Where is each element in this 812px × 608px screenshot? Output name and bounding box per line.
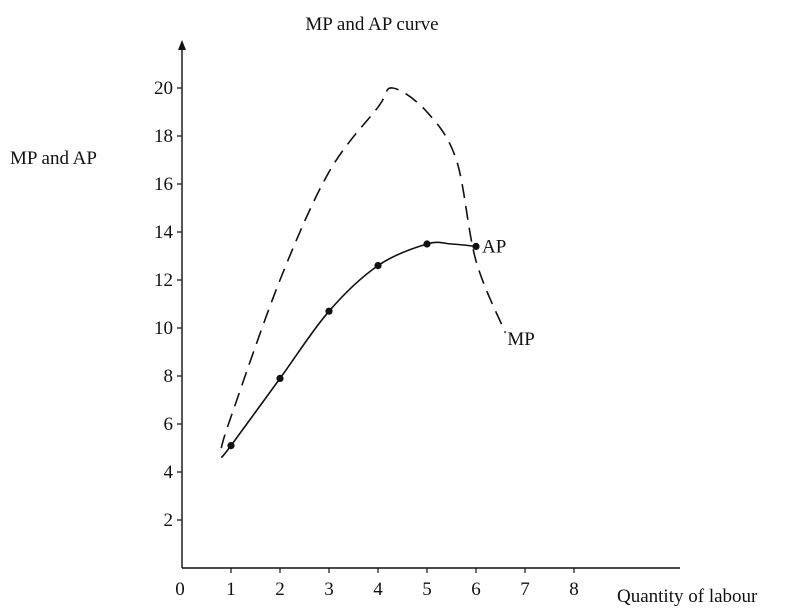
y-tick-label: 2: [164, 510, 174, 531]
x-axis-label: Quantity of labour: [617, 586, 758, 607]
chart-axes: [178, 40, 680, 569]
y-tick-label: 10: [154, 318, 173, 339]
y-axis-arrow: [178, 40, 186, 50]
mp-curve: [220, 87, 507, 449]
y-tick-label: 18: [154, 126, 173, 147]
ap-series-label: AP: [482, 236, 506, 257]
x-tick-label: 8: [569, 579, 579, 600]
x-tick-label: 4: [373, 579, 383, 600]
y-tick-label: 6: [164, 414, 174, 435]
ap-point: [423, 240, 431, 248]
x-tick-label: 0: [175, 579, 185, 600]
y-tick-label: 20: [154, 78, 173, 99]
x-tick-label: 2: [275, 579, 285, 600]
y-axis-label: MP and AP: [10, 148, 97, 169]
chart-title: MP and AP curve: [305, 14, 438, 35]
x-tick-label: 1: [226, 579, 236, 600]
x-tick-label: 7: [520, 579, 530, 600]
series-layer: MP AP: [220, 87, 535, 459]
ap-point: [227, 442, 235, 450]
ap-curve: [220, 241, 477, 459]
ap-point: [472, 242, 480, 250]
x-tick-label: 5: [422, 579, 432, 600]
y-tick-label: 12: [154, 270, 173, 291]
ap-point: [374, 262, 382, 270]
x-tick-label: 3: [324, 579, 334, 600]
x-axis-ticks: 0 1 2 3 4 5 6 7 8: [175, 568, 579, 600]
mp-series-label: MP: [507, 329, 534, 350]
y-tick-label: 14: [154, 222, 174, 243]
y-axis-ticks: 2 4 6 8 10 12 14 16 18 20: [154, 78, 182, 531]
ap-point: [276, 374, 284, 382]
y-tick-label: 16: [154, 174, 173, 195]
y-tick-label: 8: [164, 366, 174, 387]
x-tick-label: 6: [471, 579, 481, 600]
y-tick-label: 4: [164, 462, 174, 483]
ap-point: [325, 307, 333, 315]
